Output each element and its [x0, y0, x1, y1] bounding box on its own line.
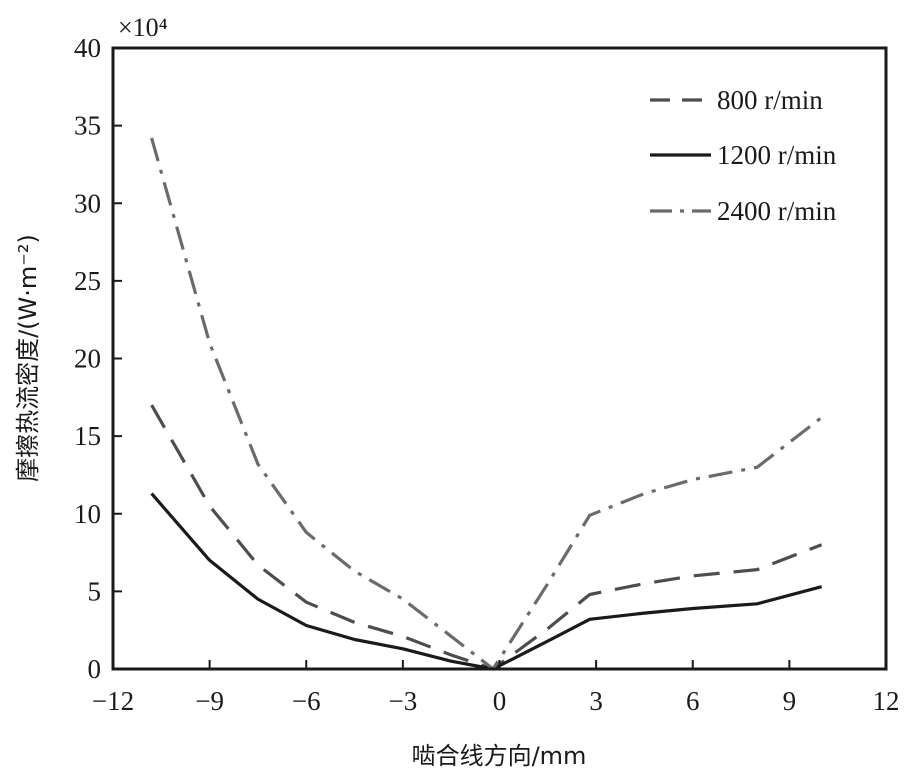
- chart-marks: [150, 137, 823, 671]
- y-tick-label: 15: [74, 421, 101, 451]
- x-tick-label: 12: [873, 686, 900, 716]
- x-axis-label: 啮合线方向/mm: [412, 742, 587, 770]
- x-tick-label: 3: [589, 686, 603, 716]
- legend-label-3: 2400 r/min: [717, 196, 837, 226]
- series-line-2: [150, 492, 823, 671]
- x-tick-label: −6: [292, 686, 321, 716]
- legend-label-1: 800 r/min: [717, 85, 823, 115]
- y-tick-label: 0: [88, 654, 102, 684]
- y-tick-label: 20: [74, 344, 101, 374]
- legend-label-2: 1200 r/min: [717, 140, 837, 170]
- x-tick-label: −3: [389, 686, 418, 716]
- x-tick-label: 0: [493, 686, 507, 716]
- y-tick-label: 10: [74, 499, 101, 529]
- x-tick-label: −12: [92, 686, 134, 716]
- y-tick-label: 25: [74, 266, 101, 296]
- y-tick-label: 30: [74, 188, 101, 218]
- x-tick-label: −9: [195, 686, 224, 716]
- y-multiplier: ×10⁴: [118, 13, 168, 42]
- series-line-1: [150, 404, 823, 671]
- x-axis: −12 −9 −6 −3 0 3 6 9 12: [92, 660, 900, 716]
- y-axis-label: 摩擦热流密度/(W·m⁻²): [14, 234, 42, 482]
- x-tick-label: 6: [686, 686, 700, 716]
- y-tick-label: 40: [74, 33, 101, 63]
- x-tick-label: 9: [783, 686, 797, 716]
- y-tick-label: 5: [88, 576, 102, 606]
- y-tick-label: 35: [74, 111, 101, 141]
- y-axis: 0 5 10 15 20 25 30 35 40: [74, 33, 122, 684]
- legend: 800 r/min 1200 r/min 2400 r/min: [650, 85, 837, 226]
- series-line-3: [150, 137, 823, 671]
